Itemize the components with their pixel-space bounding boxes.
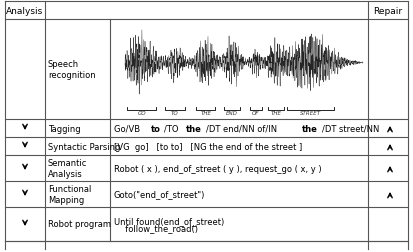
Text: Until found(end_of_street): Until found(end_of_street) [114,216,224,225]
Text: Go/VB: Go/VB [114,124,143,133]
Text: the: the [301,124,318,133]
Text: GO: GO [138,111,146,115]
Text: Analysis: Analysis [6,7,44,15]
Text: /DT street/NN: /DT street/NN [322,124,380,133]
Text: Syntactic Parsing: Syntactic Parsing [48,142,120,151]
Text: Speech
recognition: Speech recognition [48,60,96,79]
Text: Functional
Mapping: Functional Mapping [48,184,91,204]
Text: Robot program: Robot program [48,220,111,229]
Text: Repair: Repair [373,7,403,15]
Text: the: the [186,124,202,133]
Text: follow_the_road(): follow_the_road() [120,223,198,232]
Text: [VG  go]   [to to]   [NG the end of the street ]: [VG go] [to to] [NG the end of the stree… [114,142,302,151]
Text: THE: THE [200,111,211,115]
Text: Robot ( x ), end_of_street ( y ), request_go ( x, y ): Robot ( x ), end_of_street ( y ), reques… [114,164,322,173]
Text: THE: THE [271,111,282,115]
Text: STREET: STREET [300,111,321,115]
Text: OF: OF [252,111,260,115]
Text: /DT end/NN of/IN: /DT end/NN of/IN [206,124,280,133]
Text: END: END [226,111,238,115]
Text: Semantic
Analysis: Semantic Analysis [48,159,88,178]
Text: TO: TO [171,111,179,115]
Text: /TO: /TO [164,124,181,133]
Text: Goto("end_of_street"): Goto("end_of_street") [114,190,205,199]
Text: Tagging: Tagging [48,124,81,133]
Text: to: to [151,124,161,133]
